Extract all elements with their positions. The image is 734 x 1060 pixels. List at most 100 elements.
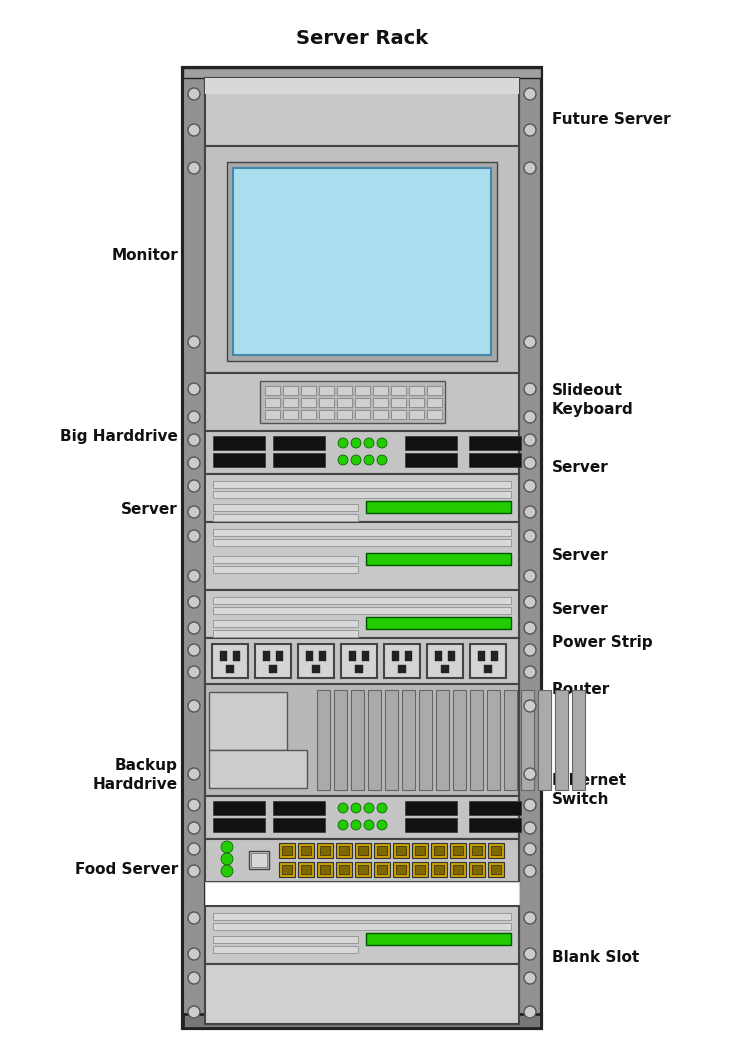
Bar bbox=[205, 78, 519, 146]
Circle shape bbox=[221, 841, 233, 853]
Circle shape bbox=[188, 596, 200, 608]
Text: Future Server: Future Server bbox=[552, 112, 671, 127]
Circle shape bbox=[524, 383, 536, 395]
Circle shape bbox=[188, 480, 200, 492]
Bar bbox=[453, 690, 466, 790]
Circle shape bbox=[351, 438, 361, 448]
Bar bbox=[220, 651, 227, 661]
Bar bbox=[355, 386, 370, 395]
Bar bbox=[205, 796, 519, 840]
Circle shape bbox=[188, 457, 200, 469]
Bar bbox=[355, 862, 371, 877]
Bar bbox=[205, 638, 519, 684]
Bar bbox=[337, 410, 352, 419]
Bar bbox=[355, 665, 363, 673]
Circle shape bbox=[188, 88, 200, 100]
Circle shape bbox=[351, 820, 361, 830]
Bar bbox=[205, 431, 519, 474]
Bar bbox=[301, 398, 316, 407]
Circle shape bbox=[188, 912, 200, 924]
Bar bbox=[319, 651, 326, 661]
Bar bbox=[415, 865, 425, 874]
Bar bbox=[213, 620, 358, 628]
Bar bbox=[393, 843, 409, 858]
Circle shape bbox=[524, 411, 536, 423]
Bar bbox=[405, 453, 457, 467]
Bar bbox=[374, 862, 390, 877]
Bar bbox=[358, 846, 368, 855]
Circle shape bbox=[524, 434, 536, 446]
Bar bbox=[205, 684, 519, 796]
Bar bbox=[339, 846, 349, 855]
Text: Slideout
Keyboard: Slideout Keyboard bbox=[552, 384, 633, 417]
Bar bbox=[183, 1014, 541, 1028]
Bar bbox=[373, 410, 388, 419]
Bar bbox=[415, 846, 425, 855]
Bar bbox=[391, 410, 406, 419]
Bar bbox=[472, 846, 482, 855]
Circle shape bbox=[188, 622, 200, 634]
Circle shape bbox=[188, 666, 200, 678]
Text: Big Harddrive: Big Harddrive bbox=[60, 429, 178, 444]
Bar bbox=[362, 651, 369, 661]
Bar bbox=[319, 410, 334, 419]
Circle shape bbox=[338, 438, 348, 448]
Bar bbox=[398, 665, 406, 673]
Bar bbox=[374, 843, 390, 858]
Bar bbox=[504, 690, 517, 790]
Bar bbox=[469, 862, 485, 877]
Circle shape bbox=[338, 820, 348, 830]
Bar bbox=[431, 862, 447, 877]
Text: Blank Slot: Blank Slot bbox=[552, 951, 639, 966]
Circle shape bbox=[524, 644, 536, 656]
Circle shape bbox=[351, 455, 361, 465]
Bar bbox=[283, 386, 298, 395]
Circle shape bbox=[377, 803, 387, 813]
Circle shape bbox=[524, 88, 536, 100]
Bar bbox=[405, 818, 457, 832]
Bar bbox=[491, 865, 501, 874]
Bar bbox=[213, 630, 358, 637]
Bar bbox=[269, 665, 277, 673]
Bar bbox=[393, 862, 409, 877]
Bar bbox=[205, 474, 519, 522]
Bar bbox=[320, 865, 330, 874]
Circle shape bbox=[524, 865, 536, 877]
Bar bbox=[373, 386, 388, 395]
Circle shape bbox=[188, 768, 200, 780]
Bar bbox=[213, 913, 511, 920]
Text: Power Strip: Power Strip bbox=[552, 636, 653, 651]
Bar bbox=[205, 373, 519, 431]
Bar bbox=[555, 690, 568, 790]
Bar bbox=[213, 946, 358, 953]
Text: Router: Router bbox=[552, 683, 610, 697]
Bar bbox=[431, 843, 447, 858]
Bar bbox=[227, 162, 497, 361]
Bar bbox=[213, 556, 358, 563]
Circle shape bbox=[364, 455, 374, 465]
Bar bbox=[205, 78, 519, 1014]
Bar bbox=[491, 846, 501, 855]
Bar bbox=[538, 690, 551, 790]
Bar bbox=[427, 398, 442, 407]
Bar bbox=[213, 538, 511, 546]
Bar bbox=[317, 862, 333, 877]
Bar bbox=[249, 851, 269, 869]
Bar bbox=[298, 862, 314, 877]
Bar bbox=[434, 846, 444, 855]
Bar bbox=[469, 818, 521, 832]
Circle shape bbox=[188, 411, 200, 423]
Bar bbox=[273, 818, 325, 832]
Circle shape bbox=[188, 383, 200, 395]
Circle shape bbox=[524, 622, 536, 634]
Bar bbox=[213, 514, 358, 522]
Bar bbox=[355, 843, 371, 858]
Circle shape bbox=[524, 666, 536, 678]
Bar bbox=[366, 501, 511, 513]
Bar bbox=[205, 146, 519, 373]
Bar bbox=[355, 410, 370, 419]
Circle shape bbox=[188, 434, 200, 446]
Bar bbox=[453, 846, 463, 855]
Bar bbox=[301, 386, 316, 395]
Bar bbox=[183, 68, 541, 78]
